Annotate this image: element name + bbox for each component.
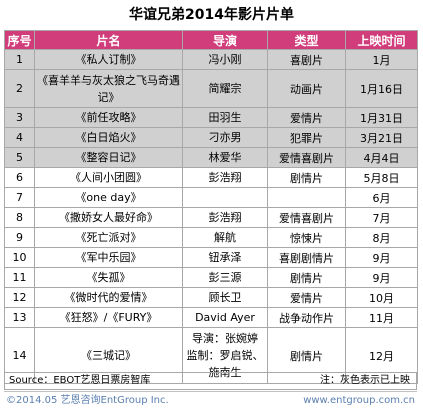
director-cell: 钮承泽: [182, 247, 268, 268]
footer: ©2014.05 艺恩咨询EntGroup Inc. www.entgroup.…: [4, 391, 417, 408]
copyright-text: ©2014.05 艺恩咨询EntGroup Inc.: [6, 395, 169, 406]
row-number-cell: 9: [4, 227, 35, 248]
film-title-cell: 《军中乐园》: [34, 247, 183, 268]
genre-cell: 惊悚片: [267, 227, 346, 248]
release-date-cell: 11月: [345, 307, 418, 328]
genre-cell: 喜剧片: [267, 49, 346, 70]
film-title-cell: 《狂怒》/《FURY》: [34, 307, 183, 328]
film-title-cell: 《私人订制》: [34, 49, 183, 70]
table-row: 8 《撒娇女人最好命》 彭浩翔 爱情喜剧片 7月: [4, 207, 418, 228]
table-row: 4 《白日焰火》 刁亦男 犯罪片 3月21日: [4, 127, 418, 148]
film-table-body: 1 《私人订制》 冯小刚 喜剧片 1月 2 《喜羊羊与灰太狼之飞马奇遇记》 简耀宗 动画片 1月1…: [4, 49, 418, 384]
genre-cell: 犯罪片: [267, 127, 346, 148]
row-number-cell: 10: [4, 247, 35, 268]
director-cell: 简耀宗: [182, 69, 268, 108]
film-title-cell: 《失孤》: [34, 267, 183, 288]
genre-cell: 爱情片: [267, 107, 346, 128]
film-title-cell: 《one day》: [34, 187, 183, 208]
genre-cell: 战争动作片: [267, 307, 346, 328]
genre-cell: [267, 187, 346, 208]
director-cell: 彭浩翔: [182, 207, 268, 228]
table-row: 2 《喜羊羊与灰太狼之飞马奇遇记》 简耀宗 动画片 1月16日: [4, 69, 418, 108]
genre-cell: 爱情片: [267, 287, 346, 308]
release-date-cell: 4月4日: [345, 147, 418, 168]
film-title-cell: 《死亡派对》: [34, 227, 183, 248]
release-date-cell: 3月21日: [345, 127, 418, 148]
table-row: 7 《one day》 6月: [4, 187, 418, 208]
director-cell: 彭三源: [182, 267, 268, 288]
table-row: 10 《军中乐园》 钮承泽 喜剧剧情片 9月: [4, 247, 418, 268]
genre-cell: 剧情片: [267, 167, 346, 188]
film-title-cell: 《人间小团圆》: [34, 167, 183, 188]
table-header-row: 序号 片名 导演 类型 上映时间: [4, 30, 418, 50]
table-row: 5 《整容日记》 林爱华 爱情喜剧片 4月4日: [4, 147, 418, 168]
table-row: 11 《失孤》 彭三源 剧情片 9月: [4, 267, 418, 288]
director-cell: David Ayer: [182, 307, 268, 328]
director-cell: 林爱华: [182, 147, 268, 168]
table-row: 3 《前任攻略》 田羽生 爱情片 1月31日: [4, 107, 418, 128]
table-row: 13 《狂怒》/《FURY》 David Ayer 战争动作片 11月: [4, 307, 418, 328]
release-date-cell: 9月: [345, 267, 418, 288]
website-text: www.entgroup.com.cn: [303, 395, 415, 406]
column-header-film: 片名: [34, 30, 183, 50]
director-cell: 冯小刚: [182, 49, 268, 70]
genre-cell: 剧情片: [267, 267, 346, 288]
column-header-date: 上映时间: [345, 30, 418, 50]
source-label: Source：EBOT艺恩日票房智库: [9, 375, 151, 386]
row-number-cell: 14: [4, 327, 35, 384]
release-date-cell: 6月: [345, 187, 418, 208]
film-title-cell: 《前任攻略》: [34, 107, 183, 128]
page-title: 华谊兄弟2014年影片片单: [129, 7, 294, 23]
row-number-cell: 13: [4, 307, 35, 328]
genre-cell: 喜剧剧情片: [267, 247, 346, 268]
release-date-cell: 12月: [345, 327, 418, 384]
row-number-cell: 12: [4, 287, 35, 308]
film-title-cell: 《微时代的爱情》: [34, 287, 183, 308]
director-cell: 顾长卫: [182, 287, 268, 308]
release-date-cell: 5月8日: [345, 167, 418, 188]
table-row: 1 《私人订制》 冯小刚 喜剧片 1月: [4, 49, 418, 70]
release-date-cell: 1月: [345, 49, 418, 70]
director-cell: [182, 187, 268, 208]
genre-cell: 爱情喜剧片: [267, 147, 346, 168]
source-bar: Source：EBOT艺恩日票房智库 注：灰色表示已上映: [4, 372, 417, 390]
genre-cell: 动画片: [267, 69, 346, 108]
row-number-cell: 6: [4, 167, 35, 188]
release-date-cell: 7月: [345, 207, 418, 228]
film-title-cell: 《喜羊羊与灰太狼之飞马奇遇记》: [34, 69, 183, 108]
release-date-cell: 10月: [345, 287, 418, 308]
director-cell: 田羽生: [182, 107, 268, 128]
film-title-cell: 《白日焰火》: [34, 127, 183, 148]
director-cell: 彭浩翔: [182, 167, 268, 188]
film-title-cell: 《整容日记》: [34, 147, 183, 168]
row-number-cell: 7: [4, 187, 35, 208]
row-number-cell: 11: [4, 267, 35, 288]
film-title-cell: 《撒娇女人最好命》: [34, 207, 183, 228]
release-date-cell: 9月: [345, 247, 418, 268]
table-row: 9 《死亡派对》 解航 惊悚片 8月: [4, 227, 418, 248]
director-cell: 解航: [182, 227, 268, 248]
row-number-cell: 2: [4, 69, 35, 108]
director-cell: 刁亦男: [182, 127, 268, 148]
genre-cell: 爱情喜剧片: [267, 207, 346, 228]
shading-note: 注：灰色表示已上映: [320, 375, 410, 386]
column-header-genre: 类型: [267, 30, 346, 50]
row-number-cell: 1: [4, 49, 35, 70]
film-title-cell: 《三城记》: [34, 327, 183, 384]
release-date-cell: 1月31日: [345, 107, 418, 128]
row-number-cell: 8: [4, 207, 35, 228]
film-table: 序号 片名 导演 类型 上映时间 1 《私人订制》 冯小刚 喜剧片 1月 2 《喜羊羊与灰太…: [4, 30, 418, 384]
row-number-cell: 4: [4, 127, 35, 148]
column-header-director: 导演: [182, 30, 268, 50]
column-header-no: 序号: [4, 30, 35, 50]
release-date-cell: 8月: [345, 227, 418, 248]
release-date-cell: 1月16日: [345, 69, 418, 108]
table-row: 6 《人间小团圆》 彭浩翔 剧情片 5月8日: [4, 167, 418, 188]
row-number-cell: 3: [4, 107, 35, 128]
row-number-cell: 5: [4, 147, 35, 168]
table-row: 14 《三城记》 导演：张婉婷 监制：罗启锐、施南生 剧情片 12月: [4, 327, 418, 384]
table-row: 12 《微时代的爱情》 顾长卫 爱情片 10月: [4, 287, 418, 308]
